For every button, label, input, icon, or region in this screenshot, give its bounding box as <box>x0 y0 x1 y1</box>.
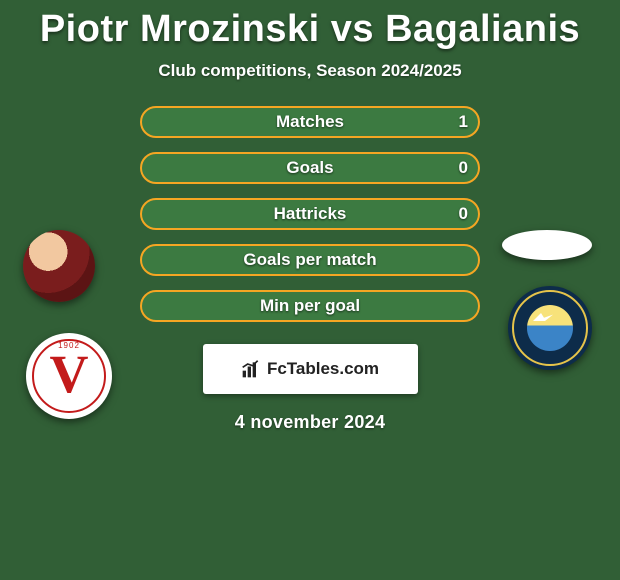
stat-right-value: 1 <box>459 112 468 132</box>
comparison-content: 1902 V Matches 1 Goals 0 Hattricks 0 Goa… <box>0 106 620 433</box>
stat-row-matches: Matches 1 <box>140 106 480 138</box>
stat-right-value: 0 <box>459 204 468 224</box>
club-right-badge <box>508 286 592 370</box>
comparison-title: Piotr Mrozinski vs Bagalianis <box>0 0 620 51</box>
stat-label: Matches <box>276 112 344 132</box>
stat-label: Goals <box>286 158 333 178</box>
club-left-letter: V <box>50 343 89 405</box>
stat-right-value: 0 <box>459 158 468 178</box>
source-badge-label: FcTables.com <box>267 359 379 379</box>
stat-row-goals: Goals 0 <box>140 152 480 184</box>
stat-label: Goals per match <box>243 250 376 270</box>
comparison-date: 4 november 2024 <box>0 412 620 433</box>
club-left-badge: 1902 V <box>26 333 112 419</box>
comparison-subtitle: Club competitions, Season 2024/2025 <box>0 61 620 81</box>
stat-row-goals-per-match: Goals per match <box>140 244 480 276</box>
stat-label: Hattricks <box>274 204 347 224</box>
stat-rows: Matches 1 Goals 0 Hattricks 0 Goals per … <box>140 106 480 322</box>
stat-row-hattricks: Hattricks 0 <box>140 198 480 230</box>
bar-chart-icon <box>241 359 261 379</box>
player-left-avatar <box>23 230 95 302</box>
source-badge[interactable]: FcTables.com <box>203 344 418 394</box>
stat-row-min-per-goal: Min per goal <box>140 290 480 322</box>
stat-label: Min per goal <box>260 296 360 316</box>
player-right-avatar <box>502 230 592 260</box>
